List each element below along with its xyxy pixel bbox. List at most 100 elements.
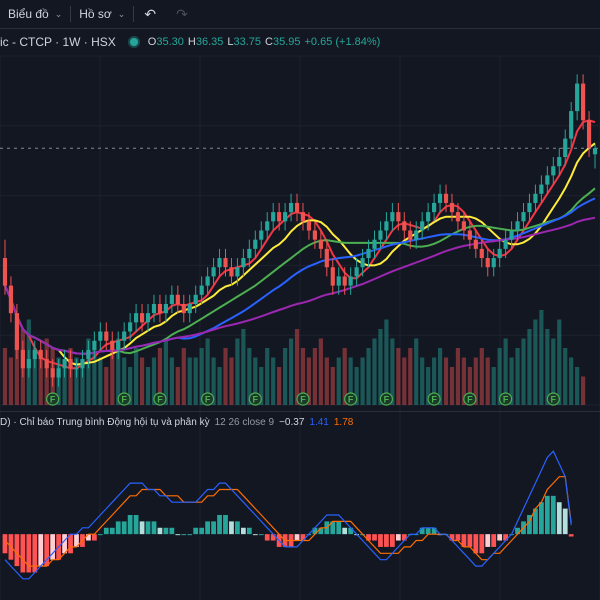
- candle-body: [50, 368, 55, 378]
- candle-body: [551, 166, 556, 176]
- volume-bar: [515, 348, 520, 405]
- macd-histogram-bar: [246, 527, 252, 535]
- volume-bar: [128, 367, 133, 405]
- volume-bar: [32, 348, 37, 405]
- macd-histogram-bar: [14, 534, 20, 567]
- candle-body: [128, 322, 133, 332]
- candle-body: [277, 212, 282, 222]
- pane-separator[interactable]: [0, 411, 600, 412]
- candle-body: [432, 202, 437, 213]
- volume-bar: [145, 367, 151, 405]
- macd-histogram-bar: [461, 534, 467, 547]
- dividend-marker-label: F: [551, 395, 557, 405]
- chart-menu-button[interactable]: Biểu đồ ⌄: [0, 0, 70, 28]
- macd-histogram-bar: [550, 495, 556, 535]
- macd-line: [4, 450, 572, 580]
- symbol-title[interactable]: ic - CTCP · 1W · HSX: [0, 35, 116, 49]
- macd-histogram-bar: [133, 515, 139, 535]
- candle-body: [455, 212, 461, 222]
- volume-bar: [426, 367, 431, 405]
- candle-body: [533, 193, 538, 203]
- candle-body: [575, 83, 580, 112]
- candle-body: [68, 359, 73, 369]
- volume-bar: [104, 367, 109, 405]
- volume-bar: [253, 357, 258, 405]
- macd-histogram-bar: [431, 527, 437, 535]
- candle-body: [330, 267, 335, 286]
- candle-body: [437, 193, 443, 203]
- macd-histogram-bar: [401, 534, 407, 541]
- volume-bar: [235, 338, 240, 405]
- undo-icon[interactable]: ↶: [144, 5, 157, 22]
- candle-body: [211, 267, 216, 277]
- redo-icon[interactable]: ↷: [176, 5, 188, 22]
- candle-body: [485, 258, 490, 268]
- macd-histogram-value: −0.37: [279, 416, 305, 428]
- candle-body: [366, 248, 371, 259]
- volume-bar: [497, 348, 502, 405]
- macd-histogram-bar: [44, 534, 50, 567]
- macd-histogram-bar: [467, 534, 473, 547]
- volume-bar: [116, 338, 121, 405]
- candle-body: [378, 230, 383, 240]
- high-value: 36.35: [195, 36, 224, 48]
- volume-bar: [181, 348, 186, 405]
- candle-body: [527, 202, 532, 213]
- macd-histogram-bar: [372, 534, 377, 541]
- dividend-marker-icon: [379, 392, 394, 406]
- macd-histogram-bar: [97, 534, 103, 536]
- volume-bar: [271, 357, 276, 405]
- macd-histogram-bar: [568, 534, 574, 537]
- volume-bar: [342, 348, 347, 405]
- candle-body: [384, 221, 389, 231]
- candle-body: [521, 212, 526, 222]
- volume-bar: [175, 367, 180, 405]
- candle-body: [592, 148, 598, 155]
- volume-bar: [557, 319, 562, 405]
- macd-histogram-bar: [157, 527, 163, 535]
- signal-line-value: 1.78: [333, 416, 354, 428]
- candle-body: [283, 212, 288, 222]
- volume-bar: [437, 348, 443, 405]
- close-value: 35.95: [272, 36, 301, 48]
- volume-bar: [420, 357, 425, 405]
- high-label: H: [187, 36, 196, 48]
- candle-body: [151, 303, 157, 314]
- volume-bar: [527, 329, 532, 405]
- candle-body: [145, 313, 151, 323]
- candle-body: [110, 340, 115, 350]
- ma-yellow-line: [4, 142, 596, 366]
- volume-bar: [312, 348, 317, 405]
- candle-body: [318, 239, 323, 249]
- macd-histogram-bar: [395, 534, 401, 541]
- candle-body: [354, 267, 359, 277]
- candle-body: [360, 258, 365, 268]
- macd-histogram-bar: [217, 515, 222, 535]
- dividend-marker-label: F: [253, 395, 259, 405]
- macd-histogram-bar: [20, 534, 26, 573]
- macd-histogram-bar: [86, 534, 91, 541]
- volume-bar: [432, 357, 437, 405]
- macd-histogram-bar: [294, 534, 300, 541]
- dividend-marker-label: F: [300, 395, 306, 405]
- candle-body: [139, 313, 145, 323]
- candle-body: [199, 285, 204, 295]
- ma-purple-line: [4, 216, 596, 355]
- macd-histogram-bar: [533, 508, 538, 535]
- macd-histogram-bar: [139, 521, 145, 535]
- candle-body: [420, 221, 425, 231]
- toolbar-divider: [70, 6, 72, 22]
- low-label: L: [227, 36, 234, 48]
- volume-bar: [283, 348, 288, 405]
- candle-body: [134, 313, 139, 323]
- macd-histogram-bar: [515, 527, 520, 535]
- macd-indicator-title[interactable]: D) · Chỉ báo Trung bình Động hội tụ và p…: [0, 416, 210, 428]
- candle-body: [163, 303, 168, 314]
- candle-body: [26, 359, 31, 369]
- volume-bar: [277, 367, 282, 405]
- profile-menu-button[interactable]: Hồ sơ ⌄: [71, 0, 133, 28]
- dividend-marker-icon: [201, 392, 215, 406]
- volume-bar: [241, 329, 246, 405]
- volume-bar: [539, 310, 544, 405]
